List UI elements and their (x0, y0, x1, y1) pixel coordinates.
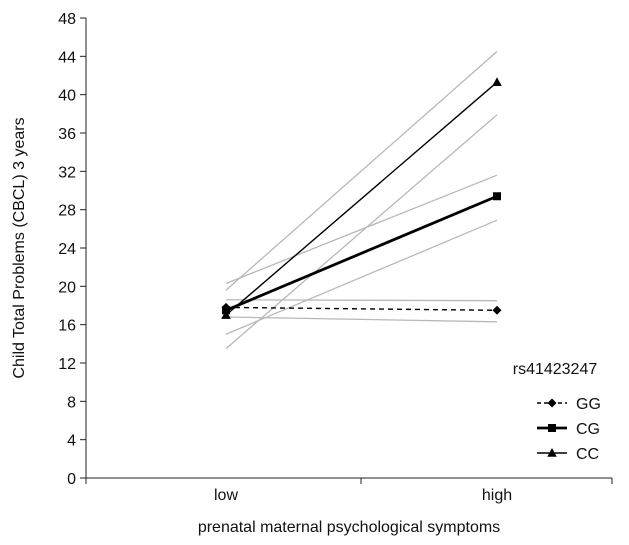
legend-swatch-marker (547, 448, 557, 457)
y-tick-label: 8 (67, 394, 76, 411)
confidence-bound-lines (225, 51, 498, 350)
y-tick-label: 48 (58, 11, 76, 28)
legend-swatch-marker (547, 398, 557, 408)
data-point-gg (492, 305, 502, 315)
y-tick-label: 40 (58, 88, 76, 105)
legend-item-cc: CC (537, 446, 599, 463)
y-tick-label: 24 (58, 241, 76, 258)
y-tick-label: 36 (58, 126, 76, 143)
legend-title: rs41423247 (513, 361, 598, 378)
legend-item-cg: CG (537, 421, 600, 438)
x-axis-label: prenatal maternal psychological symptoms (198, 519, 500, 536)
y-tick-label: 16 (58, 318, 76, 335)
y-tick-label: 32 (58, 164, 76, 181)
legend: rs41423247 GG CG CC (513, 361, 601, 463)
x-ticks: low high (85, 478, 613, 504)
x-tick-label-low: low (214, 487, 238, 504)
confidence-bound-line (225, 51, 498, 291)
data-point-cc (221, 310, 231, 319)
legend-swatch-marker (548, 424, 556, 432)
series-line-cc (225, 81, 498, 316)
series-lines (225, 81, 498, 316)
y-tick-label: 44 (58, 49, 76, 66)
legend-label: CG (576, 421, 600, 438)
confidence-bound-line (225, 316, 498, 323)
confidence-bound-line (225, 219, 498, 335)
confidence-bound-line (225, 114, 498, 350)
confidence-bound-line (225, 174, 498, 285)
legend-label: GG (576, 396, 601, 413)
y-tick-label: 20 (58, 279, 76, 296)
legend-label: CC (576, 446, 599, 463)
legend-item-gg: GG (537, 396, 601, 413)
data-point-cg (493, 192, 501, 201)
y-axis-label: Child Total Problems (CBCL) 3 years (11, 117, 28, 378)
confidence-bound-line (225, 299, 498, 302)
series-line-cg (225, 194, 498, 312)
y-tick-label: 4 (67, 433, 76, 450)
y-tick-label: 0 (67, 471, 76, 488)
x-tick-label-high: high (482, 487, 512, 504)
data-point-cc (492, 77, 502, 87)
series-line-gg (225, 306, 498, 311)
series-markers (221, 77, 502, 319)
y-tick-label: 28 (58, 203, 76, 220)
y-tick-label: 12 (58, 356, 76, 373)
